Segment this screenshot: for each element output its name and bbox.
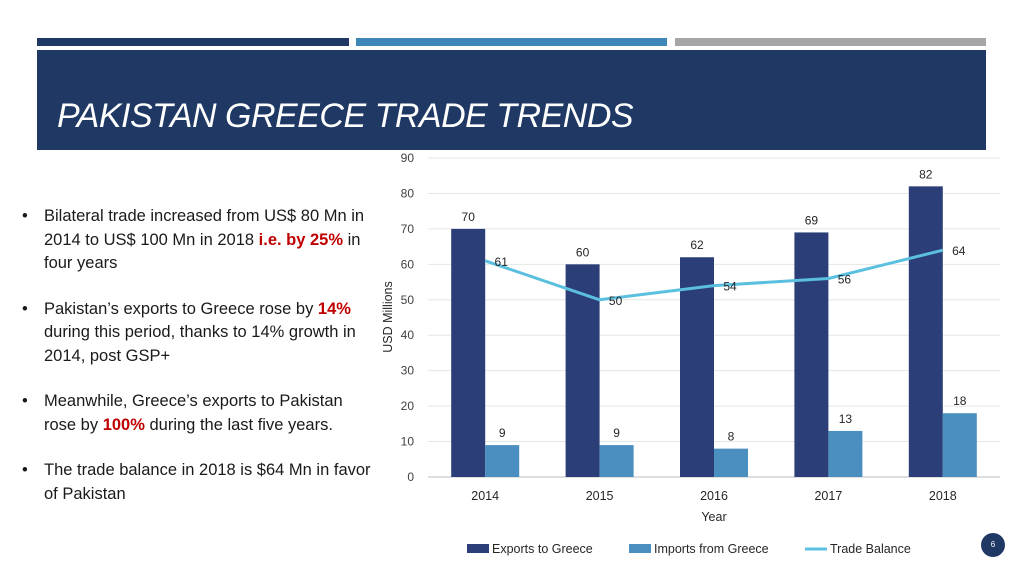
bullet-highlight: i.e. by 25% [258, 230, 344, 249]
header-accent-bar-grey [675, 38, 986, 46]
header-accent-bar-dark [37, 38, 349, 46]
data-label: 60 [576, 245, 590, 259]
bullet-highlight: 14% [317, 299, 351, 318]
data-label: 13 [839, 412, 853, 426]
bullet-text: Bilateral trade increased from US$ 80 Mn… [44, 207, 365, 249]
bullet-item: Bilateral trade increased from US$ 80 Mn… [22, 205, 374, 276]
data-label: 8 [728, 430, 735, 444]
bullet-item: The trade balance in 2018 is $64 Mn in f… [22, 459, 374, 506]
y-tick-label: 70 [401, 222, 415, 236]
legend-swatch [467, 544, 489, 553]
y-tick-label: 90 [401, 151, 415, 165]
y-tick-label: 40 [401, 328, 415, 342]
data-label: 62 [690, 238, 704, 252]
y-tick-label: 0 [407, 470, 414, 484]
x-tick-label: 2014 [471, 489, 499, 503]
title-banner: PAKISTAN GREECE TRADE TRENDS [37, 50, 986, 150]
bar-exports [451, 228, 486, 477]
bullet-text: during the last five years. [144, 415, 333, 434]
legend-label: Imports from Greece [654, 542, 769, 556]
bar-imports [942, 413, 977, 477]
bar-imports [485, 445, 520, 477]
y-tick-label: 80 [401, 186, 415, 200]
line-data-label: 54 [723, 280, 737, 294]
bar-imports [828, 430, 863, 477]
bullet-item: Pakistan’s exports to Greece rose by 14%… [22, 298, 374, 369]
bullet-text: Meanwhile, Greece’s exports to Pakistan … [44, 392, 343, 434]
legend-label: Exports to Greece [492, 542, 593, 556]
y-tick-label: 10 [401, 435, 415, 449]
data-label: 82 [919, 167, 933, 181]
data-label: 69 [805, 213, 819, 227]
bar-exports [908, 186, 943, 477]
line-data-label: 56 [838, 273, 852, 287]
trade-balance-line [484, 248, 944, 302]
data-label: 9 [499, 426, 506, 440]
data-label: 9 [613, 426, 620, 440]
legend-swatch [629, 544, 651, 553]
bar-exports [680, 257, 714, 477]
y-axis-title: USD Millions [381, 281, 395, 353]
y-tick-label: 50 [401, 293, 415, 307]
x-axis-title: Year [701, 510, 726, 524]
y-tick-label: 60 [401, 257, 415, 271]
bullet-highlight: 100% [102, 415, 145, 434]
bullet-text: in four years [44, 230, 361, 273]
line-data-label: 61 [495, 255, 509, 269]
bar-imports [599, 445, 634, 477]
line-data-label: 50 [609, 294, 623, 308]
bullet-item: Meanwhile, Greece’s exports to Pakistan … [22, 390, 374, 437]
y-tick-label: 20 [401, 399, 415, 413]
bullet-text: during this period, thanks to 14% growth… [44, 323, 356, 365]
x-tick-label: 2017 [814, 489, 842, 503]
header-accent-bar-mid [356, 38, 667, 46]
bar-exports [794, 232, 829, 477]
legend-label: Trade Balance [830, 542, 911, 556]
bullet-list: Bilateral trade increased from US$ 80 Mn… [22, 205, 374, 528]
bar-exports [565, 264, 600, 477]
x-tick-label: 2015 [586, 489, 614, 503]
line-data-label: 64 [952, 244, 966, 258]
x-tick-label: 2016 [700, 489, 728, 503]
bullet-text: Pakistan’s exports to Greece rose by [44, 299, 318, 318]
bar-imports [714, 448, 748, 477]
slide-title: PAKISTAN GREECE TRADE TRENDS [57, 97, 634, 135]
data-label: 18 [953, 394, 967, 408]
data-label: 70 [462, 210, 476, 224]
y-tick-label: 30 [401, 364, 415, 378]
bullet-text: The trade balance in 2018 is $64 Mn in f… [44, 461, 371, 503]
x-tick-label: 2018 [929, 489, 957, 503]
page-number: 6 [981, 533, 1005, 557]
